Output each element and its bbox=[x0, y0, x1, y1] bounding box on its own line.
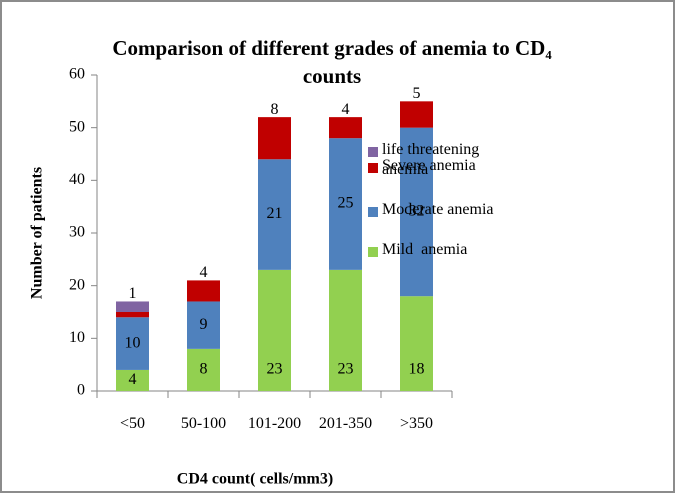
data-label: 10 bbox=[125, 334, 141, 351]
y-tick-label: 10 bbox=[69, 329, 85, 346]
bar-segment bbox=[187, 301, 220, 349]
legend-label: life threatening anemia bbox=[382, 141, 484, 178]
data-label: 5 bbox=[413, 85, 421, 102]
y-tick-label: 20 bbox=[69, 276, 85, 293]
x-tick-label: 101-200 bbox=[247, 415, 302, 432]
x-tick-label: >350 bbox=[399, 415, 434, 432]
chart-title: Comparison of different grades of anemia… bbox=[112, 36, 552, 88]
bar-segment bbox=[400, 127, 433, 297]
data-label: 23 bbox=[267, 361, 283, 378]
bar-segment bbox=[400, 296, 433, 391]
legend-label: Severe anemia bbox=[382, 157, 476, 174]
x-axis-title: CD4 count( cells/mm3) bbox=[177, 471, 333, 488]
bar-segment bbox=[258, 117, 291, 160]
legend-swatch bbox=[368, 147, 378, 157]
bar-segment bbox=[187, 280, 220, 302]
bar-segment bbox=[329, 269, 362, 391]
bar-segment bbox=[258, 159, 291, 270]
data-label: 18 bbox=[409, 361, 425, 378]
bar-segment bbox=[187, 348, 220, 391]
data-label: 8 bbox=[271, 101, 279, 118]
bar-segment bbox=[116, 301, 149, 312]
legend-swatch bbox=[368, 247, 378, 257]
legend-swatch bbox=[368, 163, 378, 173]
bar-segment bbox=[400, 101, 433, 128]
data-label: 4 bbox=[342, 101, 350, 118]
legend-swatch bbox=[368, 207, 378, 217]
y-tick-label: 0 bbox=[77, 382, 85, 399]
bar-segment bbox=[116, 317, 149, 370]
bar-segment bbox=[329, 138, 362, 270]
data-label: 9 bbox=[200, 316, 208, 333]
y-tick-label: 40 bbox=[69, 171, 85, 188]
data-label: 1 bbox=[129, 285, 137, 302]
x-tick-label: 50-100 bbox=[180, 415, 227, 432]
bar-segment bbox=[116, 312, 149, 318]
y-tick-label: 30 bbox=[69, 224, 85, 241]
bar-segment bbox=[258, 269, 291, 391]
data-label: 4 bbox=[129, 371, 137, 388]
data-label: 23 bbox=[338, 361, 354, 378]
x-tick-label: <50 bbox=[119, 415, 146, 432]
y-tick-label: 60 bbox=[69, 66, 85, 83]
data-label: 25 bbox=[338, 195, 354, 212]
bar-segment bbox=[329, 117, 362, 139]
data-label: 32 bbox=[409, 203, 425, 220]
data-label: 4 bbox=[200, 264, 208, 281]
legend-label: Moderate anemia bbox=[382, 201, 494, 218]
data-label: 21 bbox=[267, 205, 283, 222]
x-tick-label: 201-350 bbox=[318, 415, 373, 432]
y-tick-label: 50 bbox=[69, 118, 85, 135]
legend-label: Mild anemia bbox=[382, 241, 468, 258]
bar-segment bbox=[116, 369, 149, 391]
data-label: 8 bbox=[200, 361, 208, 378]
y-axis-title: Number of patients bbox=[29, 167, 46, 299]
